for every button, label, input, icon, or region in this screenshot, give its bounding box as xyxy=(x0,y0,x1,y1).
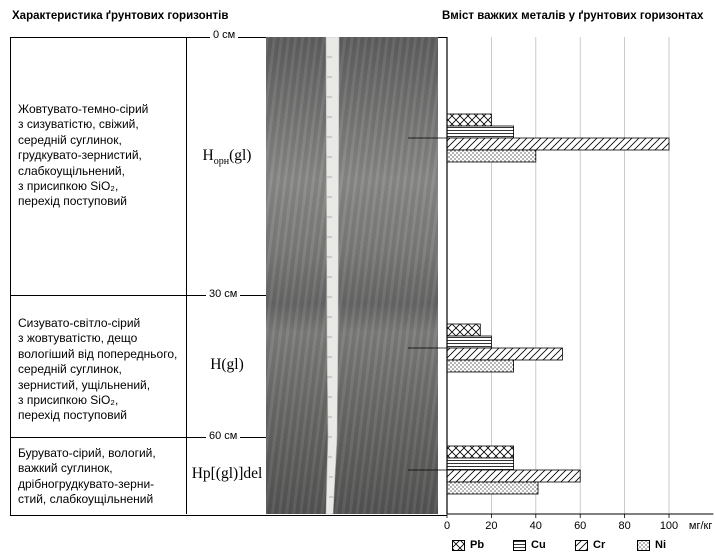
bar-ni-horizon-3 xyxy=(446,481,539,495)
column-divider xyxy=(186,37,187,514)
x-tick-label-20: 20 xyxy=(485,520,497,532)
bar-pb-horizon-2 xyxy=(446,323,481,337)
x-tick-label-40: 40 xyxy=(530,520,542,532)
bar-cu-horizon-3 xyxy=(446,457,514,471)
measuring-tape xyxy=(325,37,340,514)
depth-label-60: 60 см xyxy=(206,430,241,442)
horizon-1-name: Hорн(gl) xyxy=(202,147,252,168)
bar-cr-horizon-2 xyxy=(446,347,563,361)
legend-swatch-cr xyxy=(575,539,588,551)
bar-cr-horizon-3 xyxy=(446,469,581,483)
bar-cr-horizon-1 xyxy=(446,137,670,151)
bar-ni-horizon-1 xyxy=(446,149,537,163)
horizon-2-description: Сизувато-світло-сірий з жовтуватістю, дещ… xyxy=(18,316,178,423)
legend-swatch-cu xyxy=(513,539,526,551)
x-tick-label-60: 60 xyxy=(574,520,586,532)
bar-cu-horizon-1 xyxy=(446,125,514,139)
horizon-3-name: Hp[(gl)]del xyxy=(191,465,263,482)
legend-label-cu: Cu xyxy=(531,539,546,551)
x-axis-unit: мг/кг xyxy=(689,520,712,532)
legend-label-ni: Ni xyxy=(655,539,666,551)
legend-label-pb: Pb xyxy=(470,539,485,551)
bar-pb-horizon-3 xyxy=(446,445,514,459)
legend-swatch-ni xyxy=(637,539,650,551)
legend-item-cr: Cr xyxy=(575,539,605,551)
legend-item-pb: Pb xyxy=(452,539,484,551)
legend-swatch-pb xyxy=(452,539,465,551)
x-tick-label-100: 100 xyxy=(660,520,678,532)
legend-item-cu: Cu xyxy=(513,539,546,551)
legend-item-ni: Ni xyxy=(637,539,666,551)
chart-title: Вміст важких металів у ґрунтових горизон… xyxy=(442,10,704,22)
bar-cu-horizon-2 xyxy=(446,335,492,349)
horizon-3-description: Бурувато-сірий, вологий, важкий суглинок,… xyxy=(18,446,156,507)
bar-ni-horizon-2 xyxy=(446,359,514,373)
horizon-2-name: H(gl) xyxy=(210,356,244,373)
depth-label-30: 30 см xyxy=(206,288,241,300)
x-tick-label-80: 80 xyxy=(618,520,630,532)
depth-label-0: 0 см xyxy=(210,29,239,41)
horizon-1-description: Жовтувато-темно-сірий з сизуватістю, свіж… xyxy=(18,102,149,209)
legend-label-cr: Cr xyxy=(593,539,606,551)
bar-pb-horizon-1 xyxy=(446,113,492,127)
x-tick-label-0: 0 xyxy=(444,520,450,532)
left-panel-title: Характеристика ґрунтових горизонтів xyxy=(12,10,229,22)
soil-profile-photo xyxy=(266,37,438,514)
